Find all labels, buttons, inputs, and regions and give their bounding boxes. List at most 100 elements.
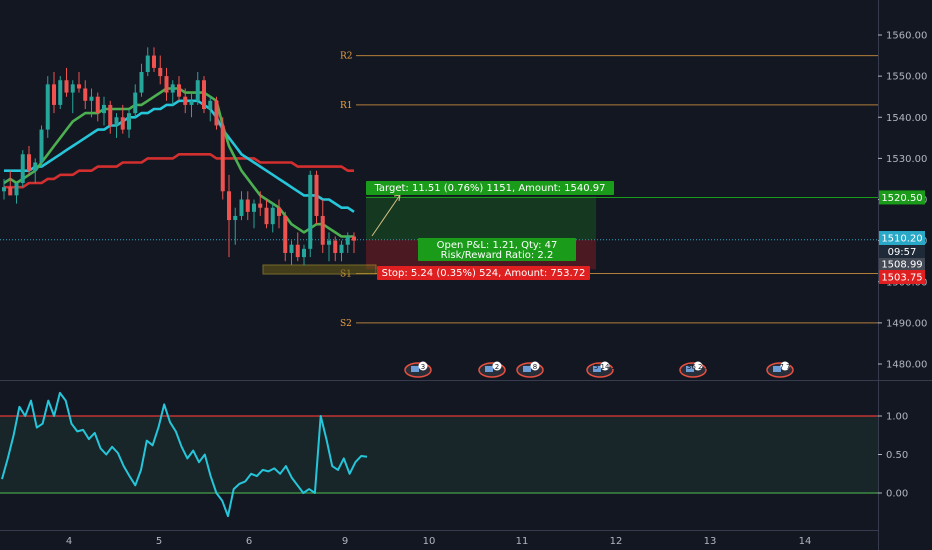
flag-icon	[485, 366, 493, 372]
candle-body	[114, 117, 119, 126]
candle[interactable]	[208, 96, 213, 122]
candle[interactable]	[139, 63, 144, 97]
event-flag[interactable]: 8	[516, 361, 544, 378]
price-tick-label: 1490.00	[886, 318, 927, 329]
candle[interactable]	[327, 232, 331, 262]
target-label[interactable]: Target: 11.51 (0.76%) 1151, Amount: 1540…	[366, 181, 614, 195]
candle[interactable]	[302, 244, 306, 266]
candle-body	[220, 125, 225, 192]
event-flag[interactable]: 2	[478, 361, 506, 378]
candle[interactable]	[164, 67, 169, 101]
event-count: 3	[421, 363, 425, 371]
candle-body	[227, 191, 231, 221]
candle-body	[95, 96, 100, 114]
candle[interactable]	[295, 232, 300, 262]
candle[interactable]	[8, 170, 13, 196]
time-tick-label: 12	[610, 536, 623, 547]
candle[interactable]	[108, 100, 113, 134]
candle[interactable]	[158, 55, 163, 85]
event-count-badge	[530, 361, 540, 371]
time-tick-label: 6	[246, 536, 252, 547]
candle[interactable]	[264, 199, 269, 229]
candle[interactable]	[145, 47, 150, 77]
stop-label[interactable]: Stop: 5.24 (0.35%) 524, Amount: 753.72	[377, 266, 590, 280]
price-axis-label-text: 1508.99	[881, 260, 922, 271]
candle[interactable]	[39, 125, 44, 167]
candle-body	[2, 187, 6, 192]
candle[interactable]	[170, 80, 175, 105]
candle[interactable]	[289, 240, 294, 266]
flag-icon	[593, 366, 601, 372]
candle[interactable]	[2, 178, 6, 200]
candle[interactable]	[20, 150, 25, 188]
candle[interactable]	[133, 84, 138, 118]
flag-icon	[411, 366, 419, 372]
candle[interactable]	[333, 236, 338, 262]
candle[interactable]	[220, 117, 225, 200]
candle[interactable]	[277, 199, 281, 229]
candle-body	[289, 244, 294, 253]
pivot-label-s1: S1	[340, 270, 352, 280]
candle[interactable]	[152, 47, 156, 73]
event-flag[interactable]: 3	[404, 361, 432, 378]
candle[interactable]	[95, 92, 100, 122]
candle[interactable]	[252, 199, 256, 229]
candle[interactable]	[27, 146, 31, 175]
candle[interactable]	[77, 72, 81, 93]
candle[interactable]	[120, 104, 125, 134]
candle[interactable]	[114, 113, 119, 138]
candle-body	[139, 72, 144, 93]
candle-body	[283, 215, 288, 253]
candle[interactable]	[70, 80, 75, 114]
event-flag[interactable]: 7 7	[766, 361, 794, 378]
event-count-badge	[492, 361, 502, 371]
candle[interactable]	[245, 191, 250, 221]
candle[interactable]	[83, 80, 88, 110]
time-tick-label: 13	[704, 536, 717, 547]
candle-body	[264, 207, 269, 225]
time-tick-label: 14	[799, 536, 812, 547]
candle[interactable]	[258, 191, 263, 216]
candle[interactable]	[64, 67, 69, 97]
target-arrow-line	[371, 194, 401, 237]
candle-body	[120, 117, 125, 130]
candle-body	[133, 92, 138, 114]
candle[interactable]	[233, 207, 238, 245]
candle[interactable]	[202, 76, 206, 114]
candle[interactable]	[102, 96, 106, 126]
price-tick-label: 1560.00	[886, 31, 927, 42]
candle[interactable]	[214, 96, 219, 130]
candle[interactable]	[183, 88, 188, 114]
event-flag[interactable]: 36 2 1	[679, 361, 709, 378]
candle[interactable]	[345, 232, 350, 253]
candle[interactable]	[195, 72, 200, 105]
candle[interactable]	[89, 88, 94, 118]
candle[interactable]	[14, 183, 19, 204]
candle[interactable]	[189, 92, 194, 118]
candle-body	[252, 203, 256, 212]
candle-body	[270, 207, 275, 225]
candle[interactable]	[227, 174, 231, 258]
candle[interactable]	[283, 211, 288, 262]
candle-body	[145, 55, 150, 73]
candle[interactable]	[58, 76, 63, 110]
candle[interactable]	[314, 170, 319, 225]
candle[interactable]	[45, 76, 50, 138]
rsi-tick-label: 1.00	[886, 412, 908, 423]
target-zone	[366, 196, 596, 240]
candle[interactable]	[352, 232, 356, 253]
candle[interactable]	[239, 191, 244, 221]
candle[interactable]	[33, 158, 38, 184]
candle[interactable]	[320, 199, 325, 253]
candle[interactable]	[52, 72, 56, 114]
price-axis-label: 1510.20	[879, 231, 925, 245]
candle[interactable]	[339, 240, 344, 262]
candle[interactable]	[308, 170, 313, 258]
candle-body	[345, 236, 350, 245]
candle[interactable]	[177, 76, 181, 101]
candle[interactable]	[270, 203, 275, 233]
event-flag[interactable]: 5 14 2	[586, 361, 616, 378]
candle[interactable]	[127, 109, 131, 138]
